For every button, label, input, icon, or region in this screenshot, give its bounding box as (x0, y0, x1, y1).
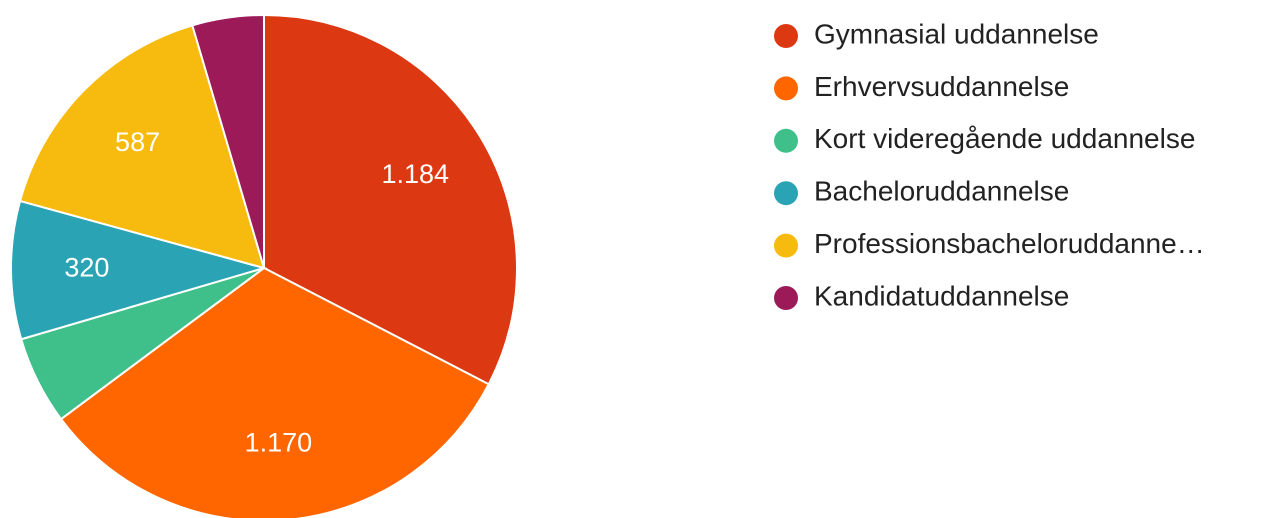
legend-swatch (774, 286, 798, 310)
slice-label: 1.184 (382, 159, 450, 189)
legend-swatch (774, 233, 798, 258)
legend-label: Erhvervsuddannelse (814, 71, 1069, 102)
slice-label: 587 (115, 127, 160, 157)
slice-label: 320 (64, 253, 109, 283)
legend-label: Gymnasial uddannelse (814, 18, 1099, 49)
legend-swatch (774, 181, 798, 206)
legend-label: Bacheloruddannelse (814, 176, 1069, 207)
pie-slice (263, 13, 518, 386)
pie-slice (10, 199, 268, 341)
pie-slice (191, 13, 265, 269)
legend-swatch (774, 76, 798, 101)
legend-label: Professionsbacheloruddanne… (814, 228, 1205, 259)
legend-swatch (774, 24, 798, 48)
legend-swatch (774, 128, 798, 153)
legend-label: Kandidatuddannelse (814, 280, 1069, 311)
pie-slice (59, 266, 491, 518)
pie-slice (18, 24, 266, 270)
slice-label: 1.170 (245, 428, 313, 458)
legend-label: Kort videregående uddannelse (814, 123, 1195, 154)
